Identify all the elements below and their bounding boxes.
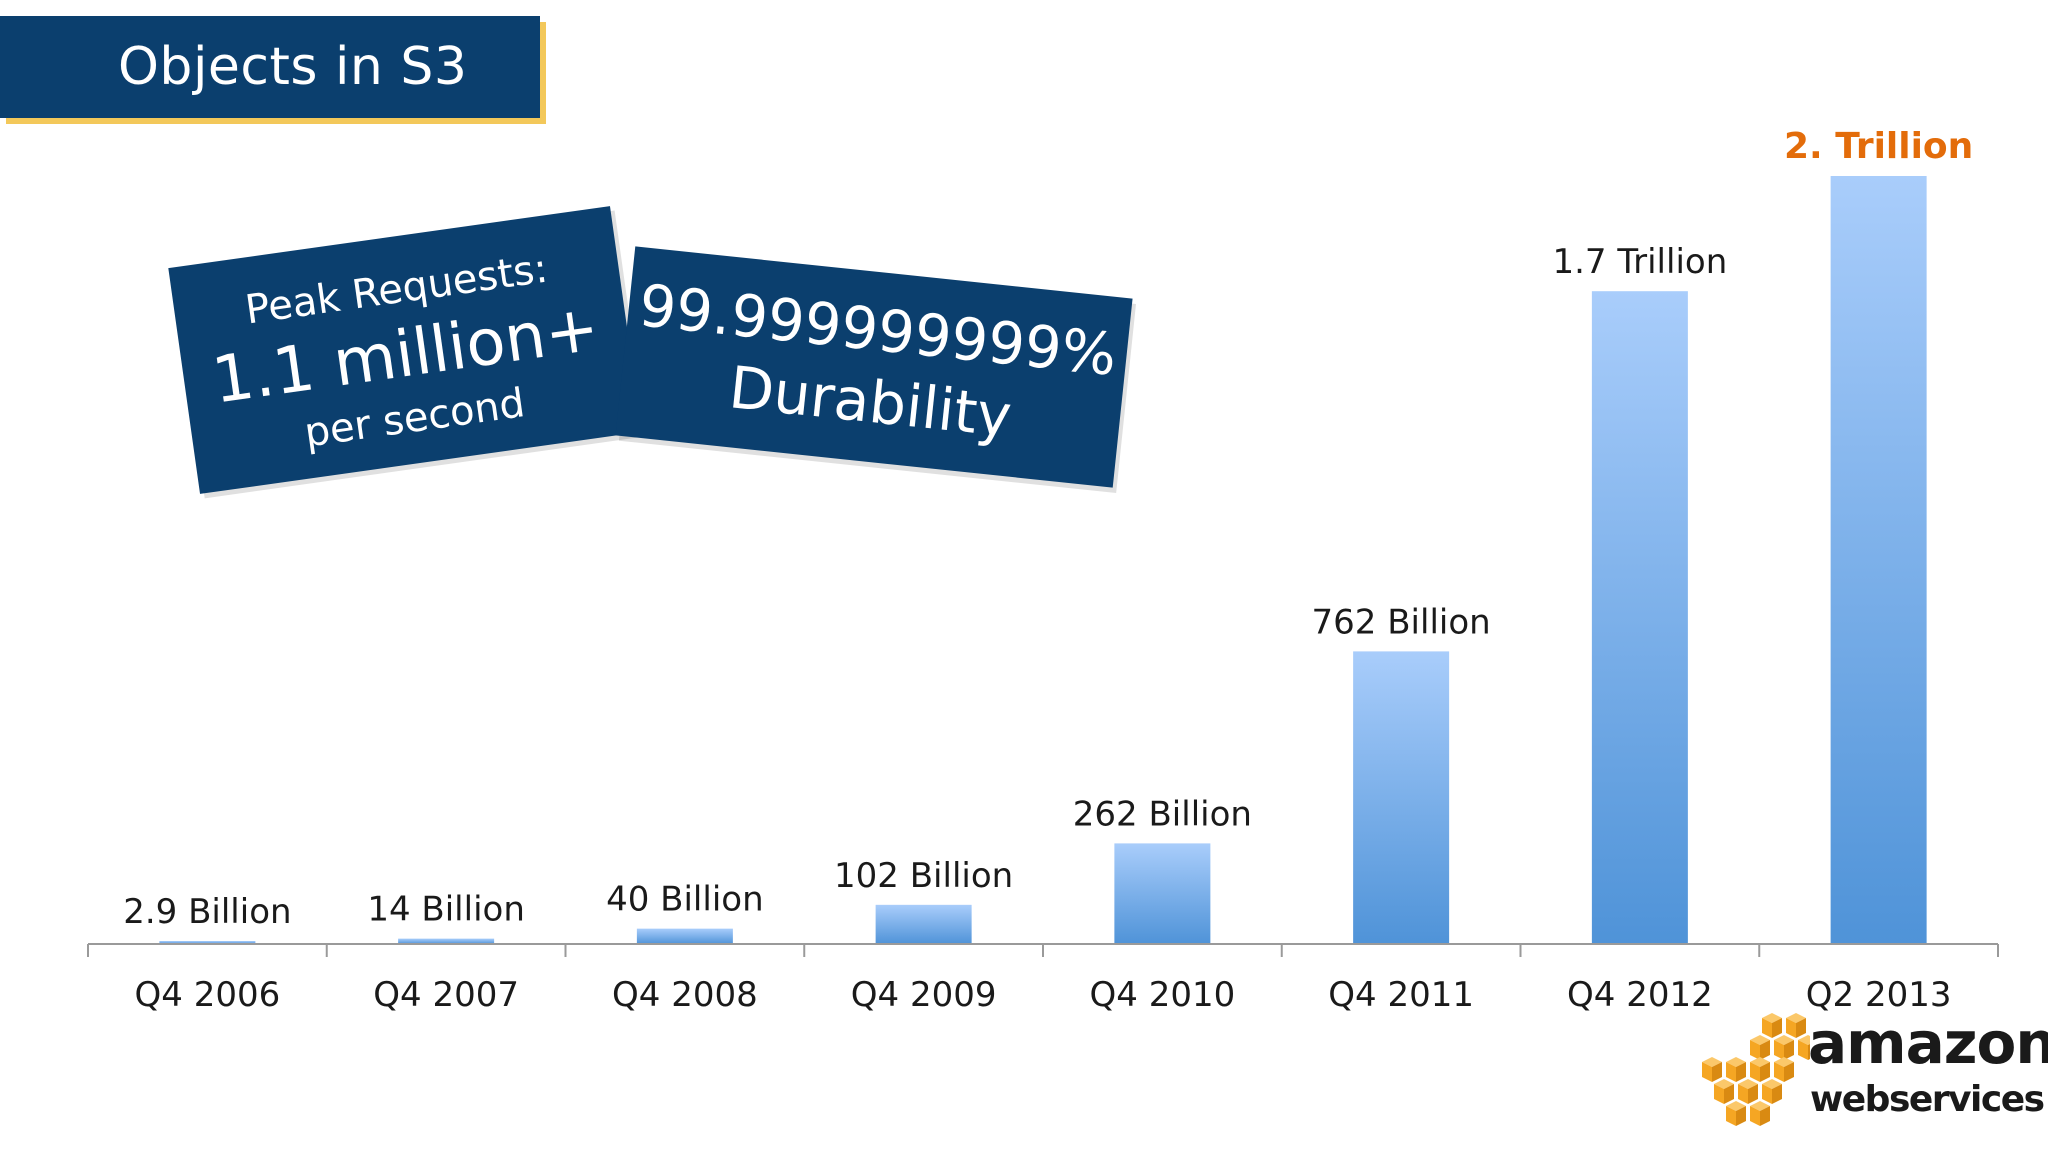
cube-face — [1796, 1018, 1806, 1038]
data-label: 40 Billion — [606, 880, 764, 920]
cube-face — [1762, 1084, 1772, 1104]
bar-q2-2013 — [1830, 176, 1927, 944]
bar-q4-2006 — [159, 941, 256, 944]
x-tick-label: Q4 2009 — [851, 975, 997, 1015]
x-tick-label: Q4 2010 — [1090, 975, 1236, 1015]
x-tick-label: Q4 2008 — [612, 975, 758, 1015]
bar-q4-2012 — [1591, 291, 1688, 944]
cube-face — [1798, 1035, 1810, 1045]
data-label: 2. Trillion — [1784, 126, 1973, 167]
data-label: 14 Billion — [367, 890, 525, 930]
data-label: 1.7 Trillion — [1552, 242, 1727, 282]
cube-face — [1748, 1084, 1758, 1104]
cube-face — [1736, 1106, 1746, 1126]
bar-q4-2007 — [398, 938, 495, 944]
cube-face — [1798, 1040, 1808, 1060]
x-tick-label: Q2 2013 — [1806, 975, 1952, 1015]
cube-face — [1808, 1044, 1810, 1060]
bar-q4-2010 — [1114, 843, 1211, 944]
cube-face — [1750, 1062, 1760, 1082]
cube-face — [1760, 1040, 1770, 1060]
cube-face — [1714, 1084, 1724, 1104]
data-label: 762 Billion — [1312, 602, 1491, 642]
cube-face — [1786, 1018, 1796, 1038]
data-label: 2.9 Billion — [123, 892, 291, 932]
cube-face — [1784, 1040, 1794, 1060]
aws-cubes-icon — [1702, 1013, 1810, 1126]
x-tick-label: Q4 2007 — [373, 975, 519, 1015]
cube-face — [1726, 1106, 1736, 1126]
cube-face — [1736, 1062, 1746, 1082]
cube-face — [1762, 1018, 1772, 1038]
cube-face — [1760, 1062, 1770, 1082]
cube-face — [1774, 1062, 1784, 1082]
bar-q4-2011 — [1353, 651, 1450, 944]
cube-face — [1702, 1062, 1712, 1082]
slide-title-box: Objects in S3 — [0, 16, 540, 118]
cube-face — [1724, 1084, 1734, 1104]
logo-amazon-text: amazon — [1808, 1009, 2048, 1077]
data-label: 102 Billion — [834, 856, 1013, 896]
data-label: 262 Billion — [1073, 794, 1252, 834]
slide-title: Objects in S3 — [118, 37, 468, 97]
cube-face — [1772, 1084, 1782, 1104]
x-tick-label: Q4 2006 — [135, 975, 281, 1015]
cube-face — [1750, 1040, 1760, 1060]
cube-face — [1774, 1040, 1784, 1060]
cube-face — [1750, 1106, 1760, 1126]
x-tick-label: Q4 2011 — [1328, 975, 1474, 1015]
cube-face — [1738, 1084, 1748, 1104]
cube-face — [1712, 1062, 1722, 1082]
bar-q4-2009 — [875, 904, 972, 944]
cube-face — [1760, 1106, 1770, 1126]
cube-face — [1784, 1062, 1794, 1082]
bar-q4-2008 — [636, 928, 733, 944]
cube-face — [1772, 1018, 1782, 1038]
logo-webservices-text: webservices — [1810, 1079, 2045, 1120]
cube-face — [1726, 1062, 1736, 1082]
x-tick-label: Q4 2012 — [1567, 975, 1713, 1015]
aws-logo: amazon webservices — [1690, 1006, 2048, 1152]
